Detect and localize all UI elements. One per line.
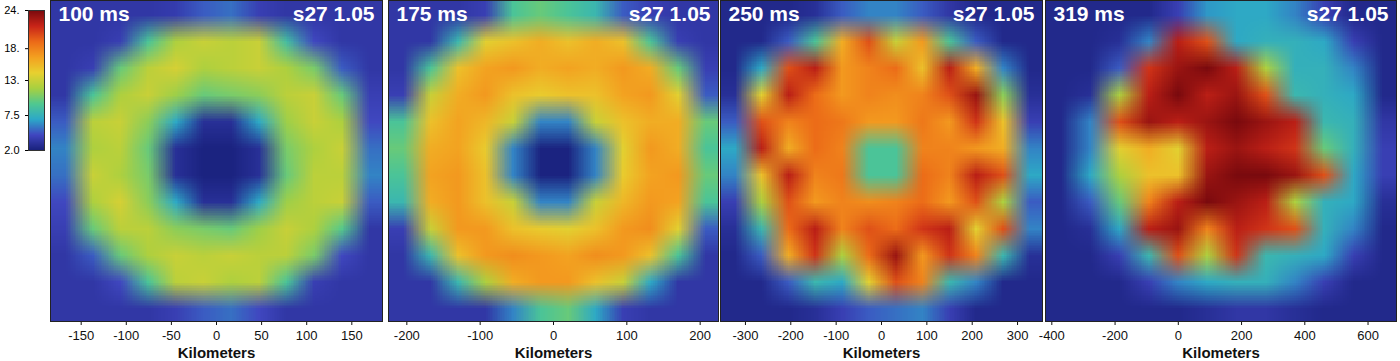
svg-text:50: 50 [254, 328, 268, 343]
svg-text:24.: 24. [4, 4, 19, 16]
svg-text:Kilometers: Kilometers [843, 344, 921, 361]
svg-text:100 ms: 100 ms [59, 2, 130, 25]
svg-text:319 ms: 319 ms [1054, 2, 1125, 25]
svg-text:100: 100 [296, 328, 318, 343]
svg-text:175 ms: 175 ms [397, 2, 468, 25]
svg-text:-150: -150 [68, 328, 94, 343]
svg-text:200: 200 [1231, 328, 1253, 343]
svg-text:0: 0 [550, 328, 557, 343]
svg-text:s27 1.05: s27 1.05 [1307, 2, 1389, 25]
svg-text:0: 0 [878, 328, 885, 343]
svg-text:200: 200 [961, 328, 983, 343]
svg-text:18.: 18. [4, 42, 19, 54]
svg-text:0: 0 [1175, 328, 1182, 343]
svg-text:-100: -100 [823, 328, 849, 343]
svg-text:200: 200 [689, 328, 711, 343]
svg-text:150: 150 [341, 328, 363, 343]
svg-text:s27 1.05: s27 1.05 [629, 2, 711, 25]
svg-text:-300: -300 [732, 328, 758, 343]
svg-text:2.0: 2.0 [4, 144, 19, 156]
svg-text:-200: -200 [778, 328, 804, 343]
svg-text:7.5: 7.5 [4, 109, 19, 121]
svg-text:-100: -100 [467, 328, 493, 343]
svg-text:-50: -50 [162, 328, 181, 343]
svg-text:0: 0 [213, 328, 220, 343]
svg-text:s27 1.05: s27 1.05 [293, 2, 375, 25]
svg-text:250 ms: 250 ms [729, 2, 800, 25]
svg-text:-400: -400 [1039, 328, 1065, 343]
svg-text:Kilometers: Kilometers [1182, 344, 1260, 361]
svg-text:400: 400 [1294, 328, 1316, 343]
svg-text:Kilometers: Kilometers [515, 344, 593, 361]
svg-text:300: 300 [1007, 328, 1029, 343]
svg-text:100: 100 [916, 328, 938, 343]
svg-text:13.: 13. [4, 74, 19, 86]
svg-text:-200: -200 [1102, 328, 1128, 343]
svg-text:s27 1.05: s27 1.05 [953, 2, 1035, 25]
svg-text:600: 600 [1357, 328, 1379, 343]
svg-text:-200: -200 [394, 328, 420, 343]
svg-text:-100: -100 [113, 328, 139, 343]
svg-text:Kilometers: Kilometers [178, 344, 256, 361]
svg-text:100: 100 [616, 328, 638, 343]
